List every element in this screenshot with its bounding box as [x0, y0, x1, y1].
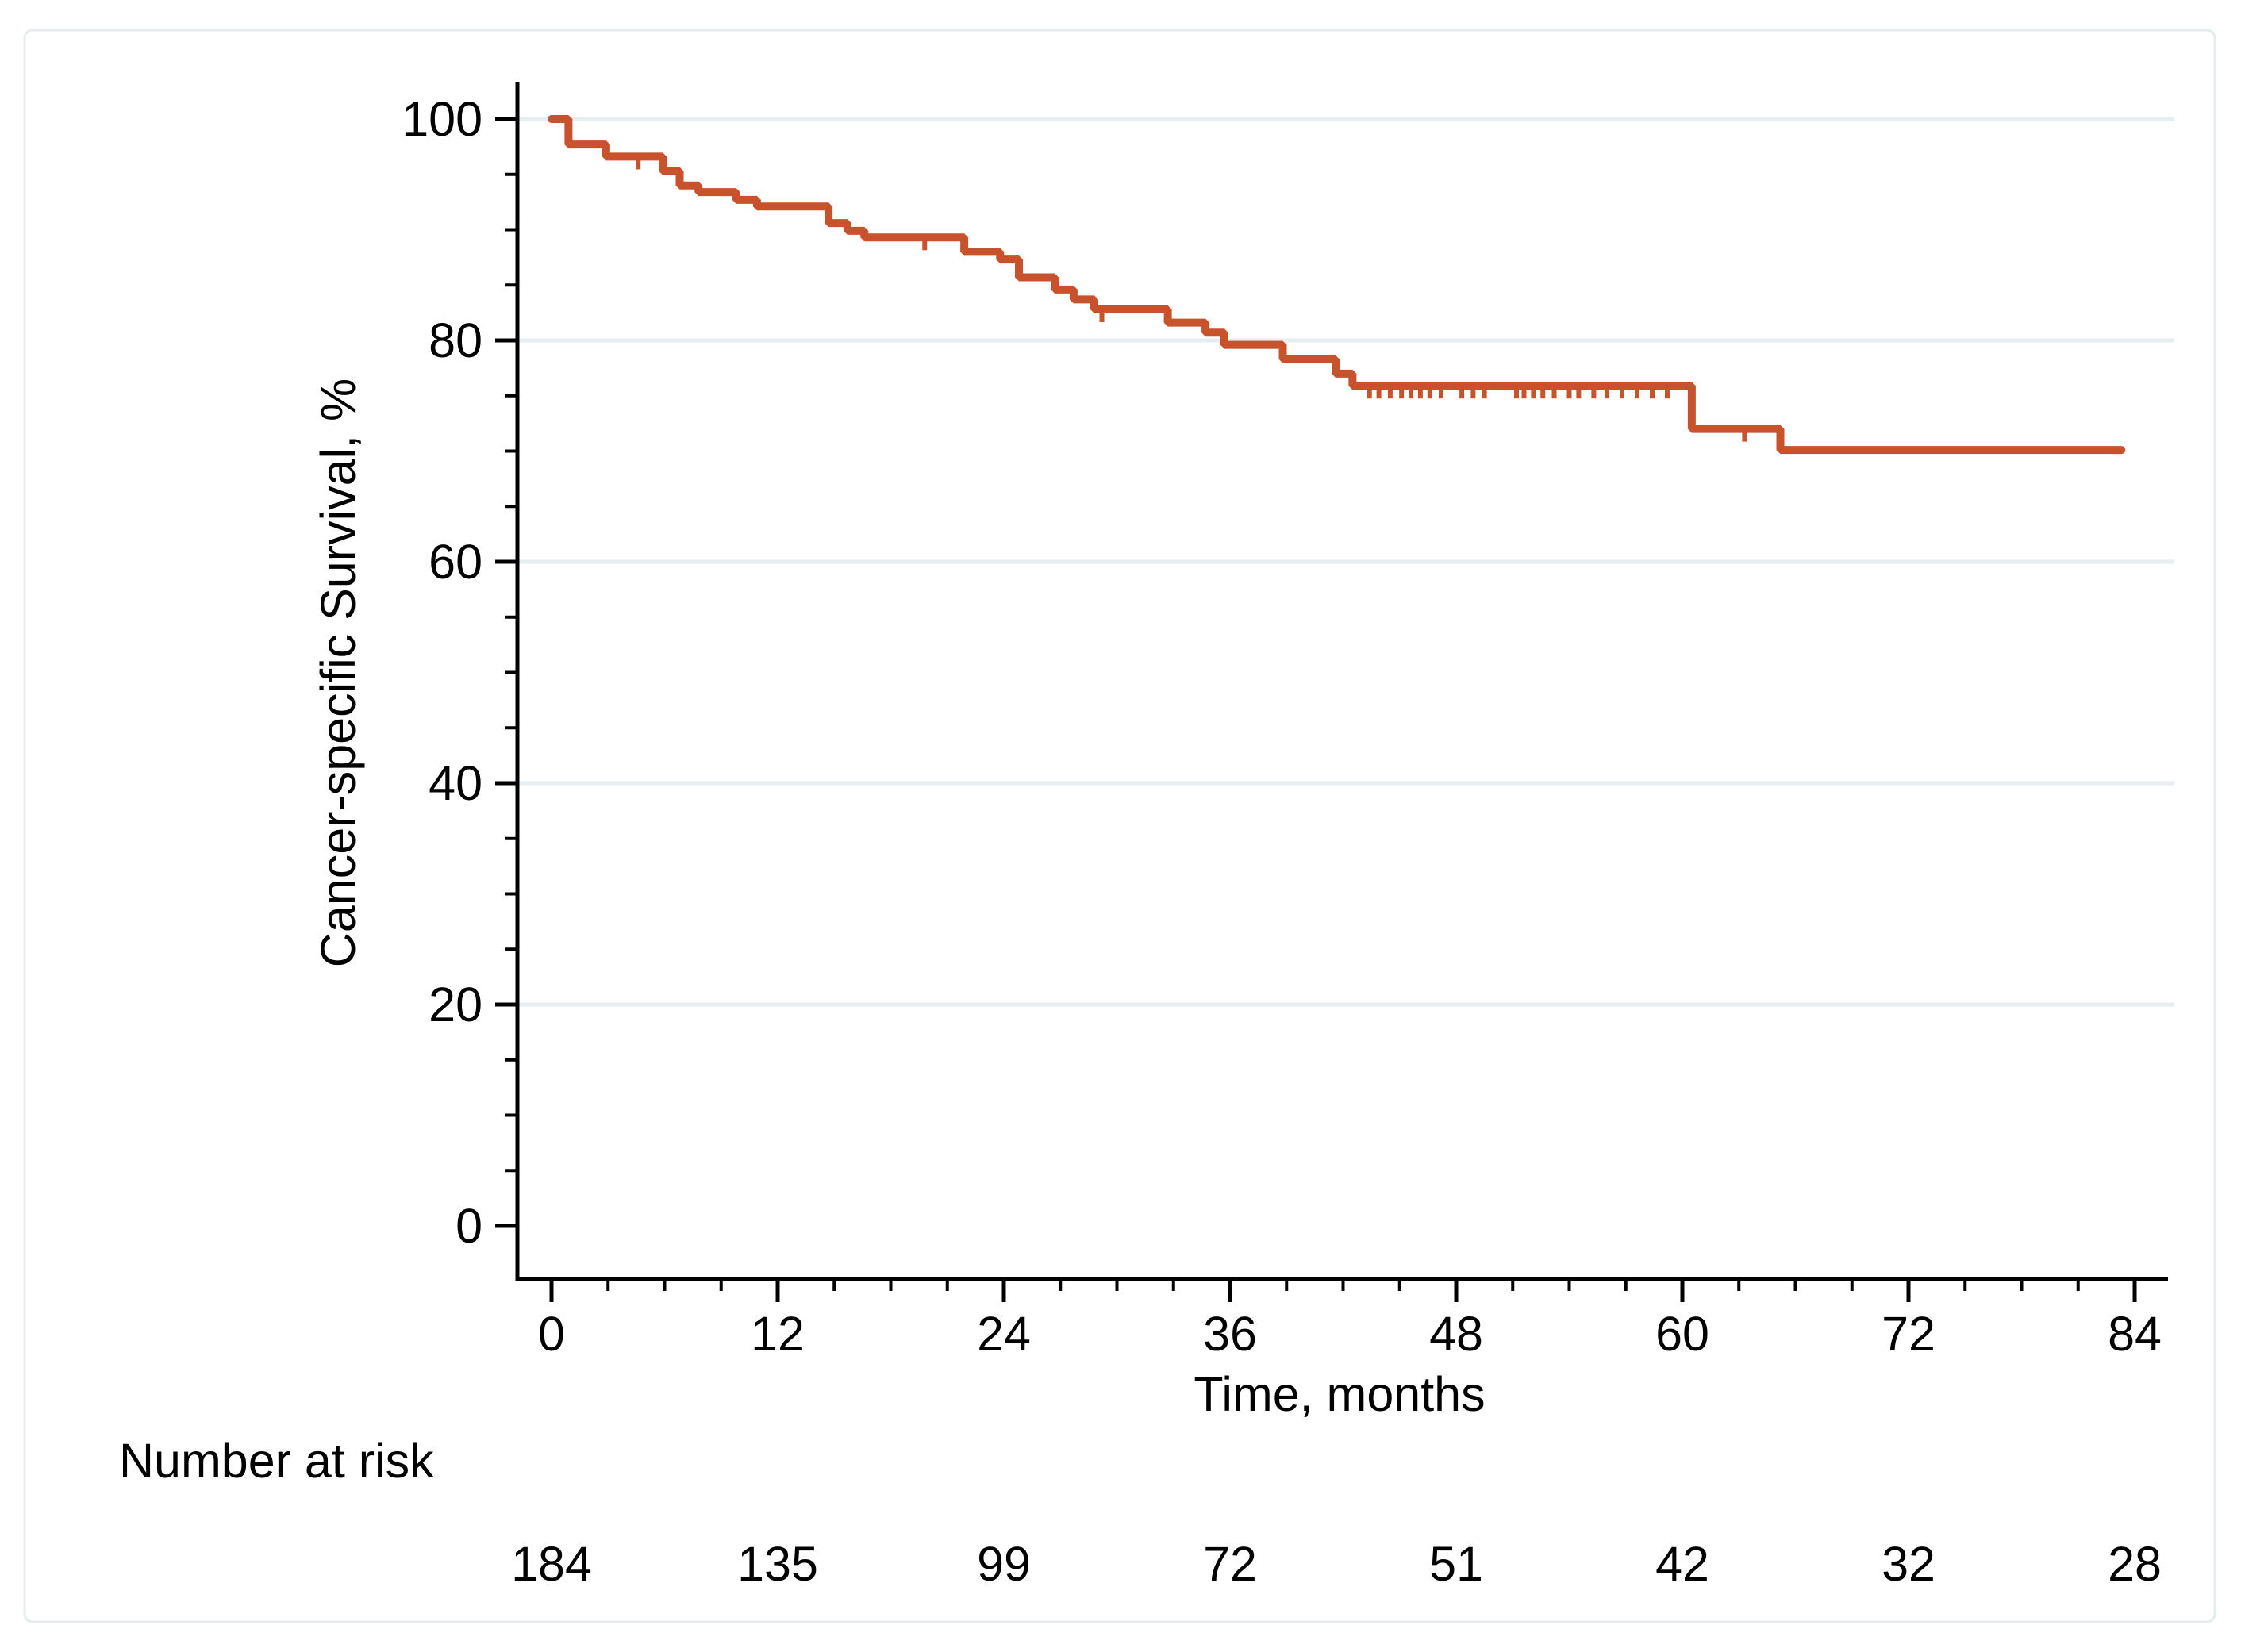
risk-count: 32 — [1882, 1537, 1935, 1591]
y-tick-label: 100 — [402, 92, 482, 146]
x-tick-label: 72 — [1882, 1307, 1935, 1361]
x-tick-label: 48 — [1429, 1307, 1483, 1361]
y-tick-label: 20 — [429, 978, 482, 1032]
x-tick-label: 84 — [2108, 1307, 2162, 1361]
ticks-layer — [495, 117, 2137, 1302]
x-tick-label: 60 — [1655, 1307, 1709, 1361]
y-tick-label: 40 — [429, 756, 482, 810]
number-at-risk-label: Number at risk — [119, 1434, 434, 1488]
gridlines-layer — [517, 117, 2174, 1007]
chart-card — [23, 29, 2216, 1623]
x-tick-label: 0 — [538, 1307, 565, 1361]
risk-count: 99 — [977, 1537, 1031, 1591]
y-tick-label: 0 — [456, 1199, 482, 1253]
risk-count: 42 — [1655, 1537, 1709, 1591]
survival-curve — [548, 115, 2126, 455]
x-tick-label: 24 — [977, 1307, 1031, 1361]
x-tick-label: 12 — [751, 1307, 805, 1361]
risk-count: 51 — [1429, 1537, 1483, 1591]
risk-count: 184 — [511, 1537, 592, 1591]
x-axis-title: Time, months — [1194, 1367, 1485, 1421]
y-tick-label: 80 — [429, 313, 482, 367]
risk-count: 28 — [2108, 1537, 2162, 1591]
risk-count: 135 — [737, 1537, 818, 1591]
y-axis-title: Cancer-specific Survival, % — [311, 378, 365, 967]
x-tick-label: 36 — [1203, 1307, 1257, 1361]
risk-count: 72 — [1203, 1537, 1257, 1591]
survival-curve-layer — [548, 115, 2126, 455]
tick-labels-layer: 0 20 40 60 80 100 0 12 24 36 48 60 72 84 — [402, 92, 2162, 1361]
risk-table-layer: 184 135 99 72 51 42 32 28 — [511, 1537, 2162, 1591]
y-tick-label: 60 — [429, 535, 482, 589]
